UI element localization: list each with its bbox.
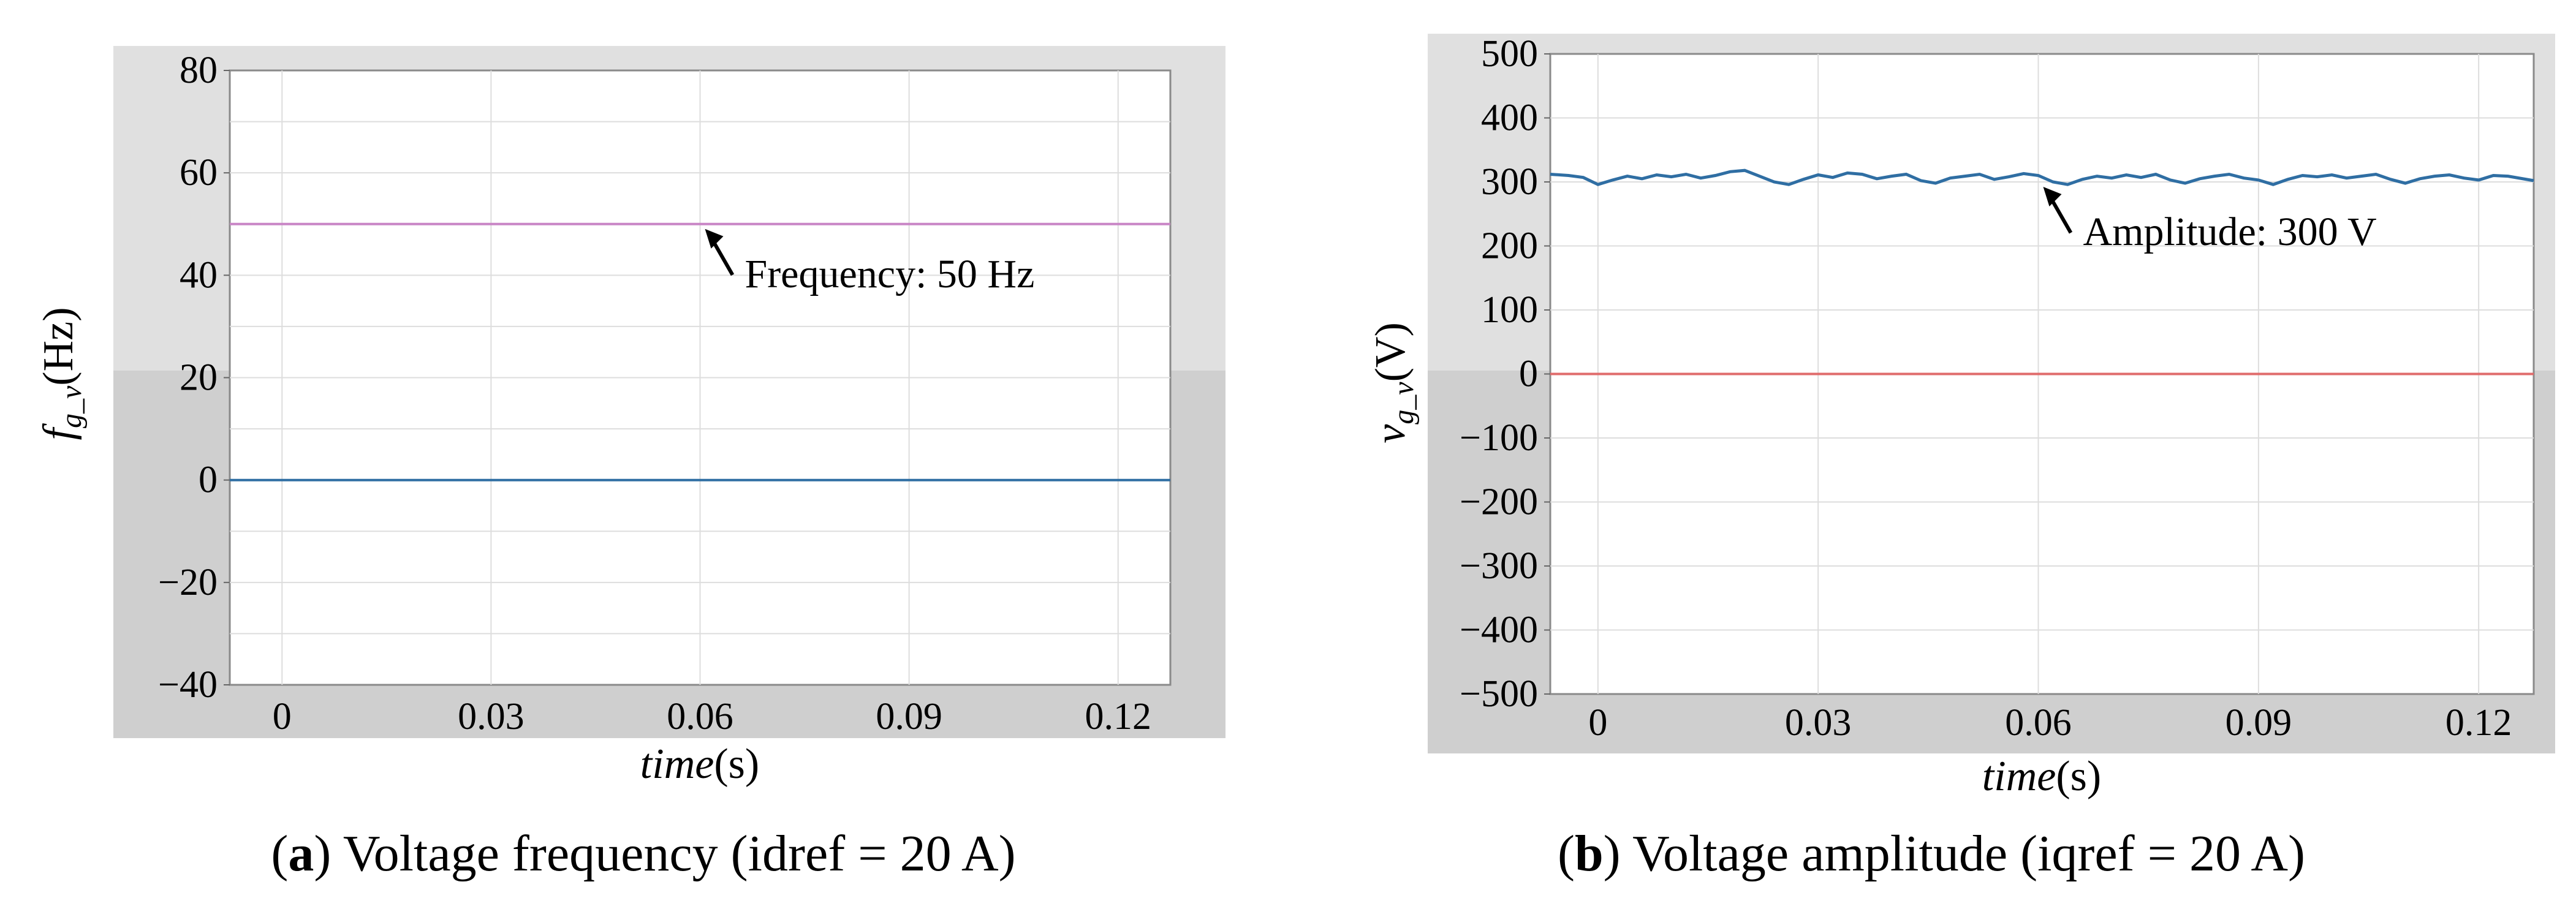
- y-axis-subscript: g_v: [55, 385, 88, 428]
- y-tick-label: 40: [180, 254, 218, 296]
- y-tick-label: 100: [1481, 289, 1538, 331]
- caption-a-text: ) Voltage frequency (idref = 20 A): [314, 825, 1016, 882]
- annotation-arrow-head: [705, 228, 724, 249]
- y-tick-label: −500: [1460, 673, 1538, 715]
- y-tick-label: 500: [1481, 33, 1538, 75]
- y-axis-title: vg_v(V): [1367, 322, 1420, 443]
- caption-a-open: (: [271, 825, 289, 882]
- y-axis-symbol: v: [1367, 424, 1414, 443]
- chart-panel-a: 80 60 40 20 0 −20 −40 0 0.03 0.06 0.09 0.12 Freque…: [0, 0, 1287, 898]
- x-axis-word: time: [1982, 753, 2056, 800]
- y-axis-unit: (V): [1367, 322, 1414, 382]
- x-axis-unit: (s): [714, 741, 759, 788]
- annotation-arrow-head: [2043, 187, 2062, 206]
- series-line-amplitude: [1550, 168, 2534, 186]
- chart-panel-b: 500 400 300 200 100 0 −100 −200 −300 −400 −500 0 0.…: [1287, 0, 2576, 898]
- x-tick-label: 0: [273, 696, 292, 738]
- x-axis-title: time(s): [1982, 753, 2101, 800]
- frequency-chart: 80 60 40 20 0 −20 −40 0 0.03 0.06 0.09 0.12 Freque…: [35, 46, 1225, 788]
- caption-b: (b) Voltage amplitude (iqref = 20 A): [1287, 824, 2576, 883]
- y-axis-unit: (Hz): [35, 307, 82, 385]
- y-tick-label: 60: [180, 152, 218, 194]
- y-tick-label: −300: [1460, 545, 1538, 587]
- x-tick-label: 0.03: [458, 696, 525, 738]
- y-axis-subscript: g_v: [1387, 382, 1420, 424]
- y-tick-label: 0: [199, 459, 218, 501]
- x-tick-label: 0.06: [667, 696, 733, 738]
- x-axis-title: time(s): [640, 741, 759, 788]
- caption-a-letter: a: [288, 825, 314, 882]
- x-tick-label: 0.06: [2005, 702, 2072, 744]
- x-tick-label: 0.12: [1085, 696, 1151, 738]
- x-tick-label: 0.03: [1785, 702, 1852, 744]
- caption-b-letter: b: [1574, 825, 1604, 882]
- y-tick-label: 0: [1519, 353, 1538, 395]
- y-tick-label: 200: [1481, 225, 1538, 267]
- amplitude-chart: 500 400 300 200 100 0 −100 −200 −300 −400 −500 0 0.…: [1367, 33, 2555, 800]
- x-tick-label: 0.09: [2226, 702, 2292, 744]
- x-axis-unit: (s): [2056, 753, 2101, 800]
- x-tick-label: 0: [1588, 702, 1607, 744]
- y-tick-label: −400: [1460, 609, 1538, 651]
- y-tick-label: 80: [180, 50, 218, 91]
- annotation-label: Frequency: 50 Hz: [745, 252, 1035, 296]
- y-axis-title: fg_v(Hz): [35, 307, 88, 440]
- annotation-label: Amplitude: 300 V: [2083, 209, 2377, 254]
- caption-b-open: (: [1557, 825, 1575, 882]
- y-tick-label: −200: [1460, 481, 1538, 523]
- x-axis-word: time: [640, 741, 714, 788]
- y-tick-label: 300: [1481, 161, 1538, 203]
- y-tick-label: 400: [1481, 97, 1538, 139]
- caption-a: (a) Voltage frequency (idref = 20 A): [0, 824, 1287, 883]
- caption-b-text: ) Voltage amplitude (iqref = 20 A): [1603, 825, 2306, 882]
- x-tick-label: 0.09: [876, 696, 942, 738]
- y-tick-label: −20: [158, 562, 218, 603]
- y-tick-label: −40: [158, 664, 218, 706]
- y-tick-label: −100: [1460, 417, 1538, 459]
- x-tick-label: 0.12: [2445, 702, 2512, 744]
- y-tick-label: 20: [180, 357, 218, 399]
